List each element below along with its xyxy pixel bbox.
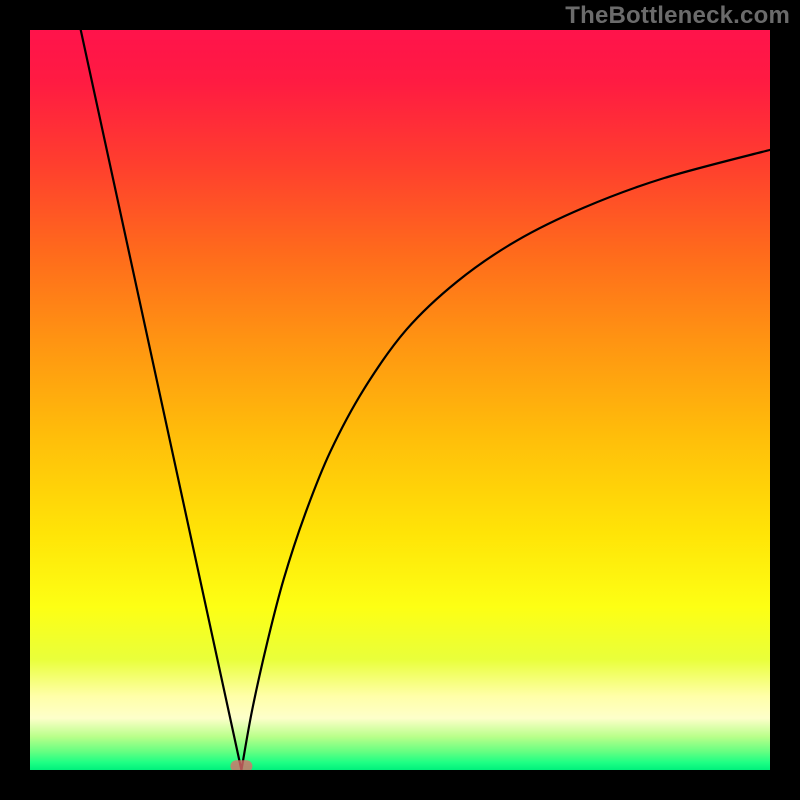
watermark-text: TheBottleneck.com [565, 2, 790, 30]
chart-stage: TheBottleneck.com [0, 0, 800, 800]
chart-svg [0, 0, 800, 800]
plot-gradient-background [30, 30, 770, 770]
